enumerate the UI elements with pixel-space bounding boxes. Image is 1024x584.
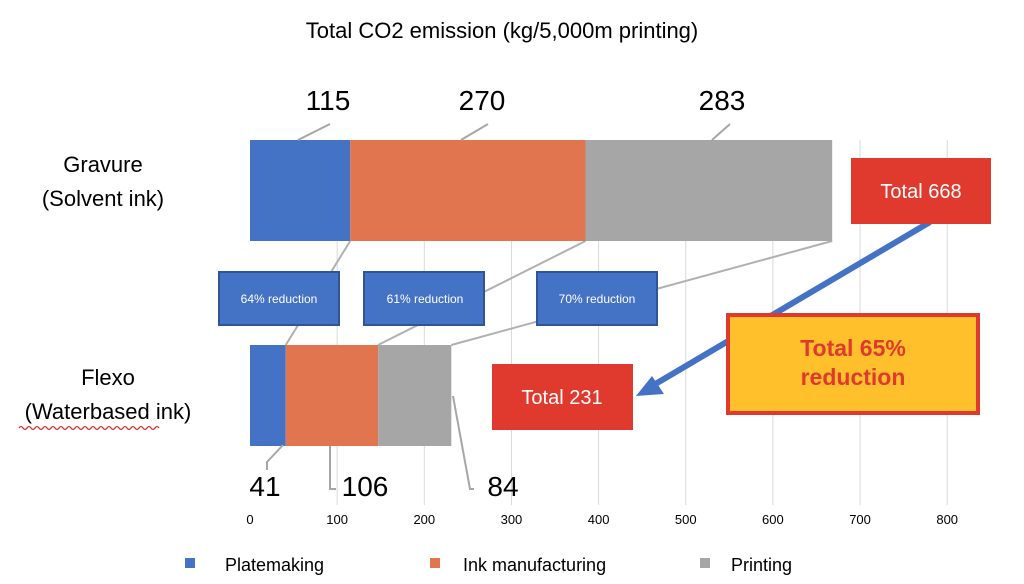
reduction-box <box>536 271 658 326</box>
legend-label: Platemaking <box>225 555 324 575</box>
category-label: (Waterbased ink) <box>25 399 192 424</box>
reduction-label: 61% reduction <box>387 292 464 306</box>
reduction-box <box>363 271 485 326</box>
legend-label: Ink manufacturing <box>463 555 606 575</box>
leader-line <box>297 123 331 141</box>
leader-line <box>460 123 489 141</box>
x-tick-label: 400 <box>588 512 610 527</box>
bar-segment <box>250 345 286 446</box>
x-tick-label: 500 <box>675 512 697 527</box>
total-flexo-label: Total 231 <box>521 387 602 409</box>
bar-segment <box>350 140 586 241</box>
bar-segment <box>378 345 452 446</box>
callouts: 64% reduction 61% reduction 70% reduction T… <box>218 158 991 430</box>
bar-segment <box>585 140 833 241</box>
leader-line <box>711 123 731 141</box>
total-reduction-label: reduction <box>801 364 906 390</box>
x-tick-label: 200 <box>413 512 435 527</box>
category-label: Flexo <box>81 365 135 390</box>
reduction-label: 70% reduction <box>559 292 636 306</box>
x-tick-label: 300 <box>501 512 523 527</box>
value-labels: 115 41 270 106 283 84 <box>249 85 745 502</box>
legend-swatch <box>185 558 195 568</box>
x-tick-label: 100 <box>326 512 348 527</box>
total-gravure-box <box>851 158 991 224</box>
bar-segment <box>285 345 379 446</box>
x-tick-label: 600 <box>762 512 784 527</box>
data-label: 283 <box>699 85 746 116</box>
bar-segment <box>250 140 351 241</box>
total-flexo-box <box>492 364 633 430</box>
data-label: 115 <box>306 85 351 116</box>
spellcheck-underline <box>18 425 160 431</box>
chart-title: Total CO2 emission (kg/5,000m printing) <box>306 18 699 43</box>
reduction-label: 64% reduction <box>241 292 318 306</box>
x-tick-label: 0 <box>246 512 253 527</box>
legend-swatch <box>700 558 710 568</box>
total-reduction-label: Total 65% <box>800 335 906 361</box>
data-label: 106 <box>342 471 389 502</box>
reduction-box <box>218 271 340 326</box>
value-leader-lines <box>266 123 731 490</box>
x-axis-ticks: 0 100 200 300 400 500 600 700 800 <box>246 512 958 527</box>
leader-line <box>266 444 284 470</box>
leader-line <box>329 446 336 490</box>
data-label: 41 <box>249 471 280 502</box>
category-label: (Solvent ink) <box>42 186 164 211</box>
reduction-arrow <box>650 219 932 389</box>
arrowhead-icon <box>636 376 664 396</box>
total-gravure-label: Total 668 <box>880 181 961 203</box>
legend: Platemaking Ink manufacturing Printing <box>185 555 792 575</box>
bars <box>250 140 833 446</box>
x-tick-label: 700 <box>849 512 871 527</box>
category-label: Gravure <box>63 152 142 177</box>
legend-label: Printing <box>731 555 792 575</box>
total-reduction-box <box>726 313 980 415</box>
category-labels: Gravure (Solvent ink) Flexo (Waterbased ink… <box>18 152 192 431</box>
legend-swatch <box>430 558 440 568</box>
data-label: 84 <box>487 471 518 502</box>
leader-line <box>452 395 474 490</box>
x-tick-label: 800 <box>936 512 958 527</box>
data-label: 270 <box>459 85 506 116</box>
